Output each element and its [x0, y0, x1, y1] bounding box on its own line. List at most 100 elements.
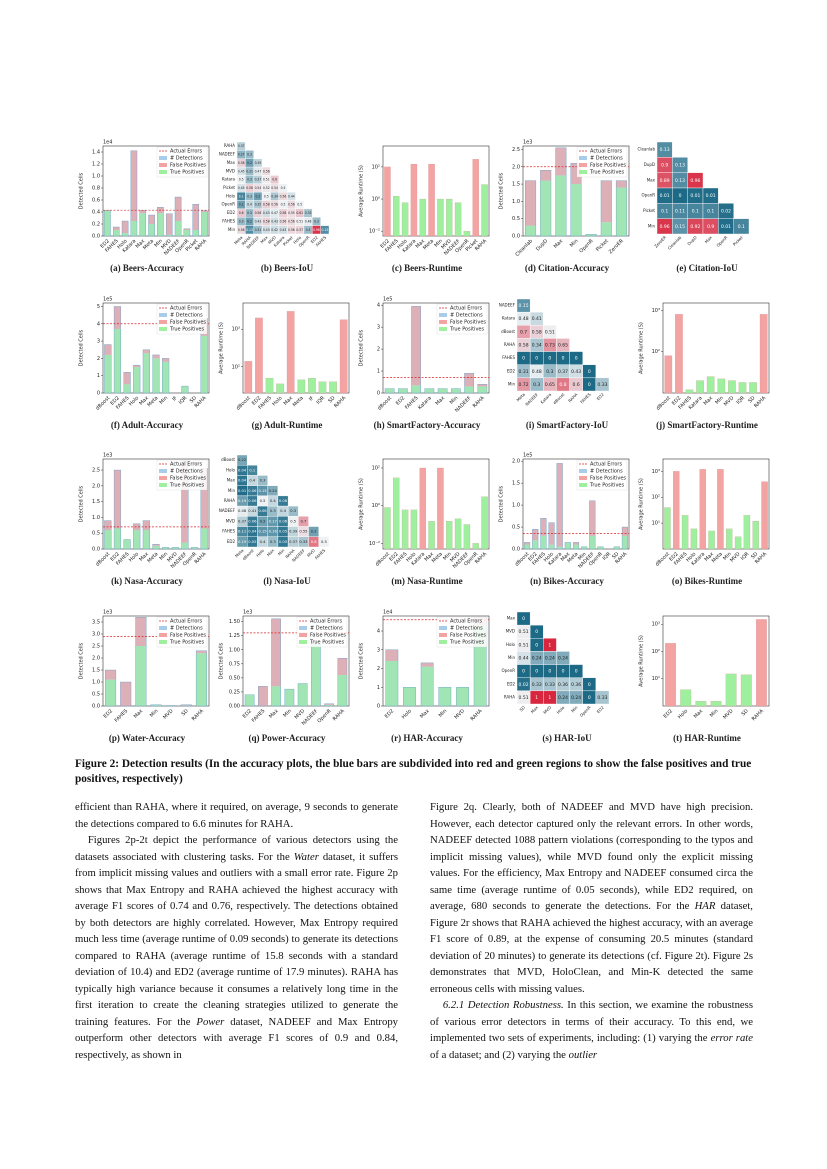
cell-label: 0.56	[271, 203, 278, 207]
cell-label: 1	[535, 695, 538, 701]
x-tick-label: Min	[569, 238, 580, 249]
bar-true-positives	[451, 388, 461, 393]
x-tick-label: IQR	[740, 551, 751, 562]
bar-true-positives	[438, 687, 452, 706]
x-tick-label: FAHES	[251, 708, 267, 724]
legend-key	[159, 469, 167, 473]
panel-caption: (o) Bikes-Runtime	[672, 576, 742, 586]
bar-detections	[297, 683, 308, 707]
x-tick-label: Max	[415, 238, 427, 250]
bar-detections	[284, 688, 295, 707]
cell-label: 0.5	[264, 194, 269, 198]
bar-true-positives	[403, 687, 416, 706]
bar-true-positives	[581, 546, 588, 549]
bar	[685, 389, 694, 394]
y-tick-label: 10³	[652, 622, 660, 628]
y-tick-label: Min	[508, 655, 516, 660]
bar-detections	[195, 650, 207, 707]
bar-false-positives	[573, 542, 579, 545]
cell-label: 0.9	[661, 163, 668, 169]
bar	[384, 507, 391, 550]
legend-key	[299, 633, 307, 637]
cell-label: 0.06	[248, 499, 257, 503]
legend-key	[159, 156, 167, 160]
legend-label: # Detections	[170, 156, 203, 162]
text-run: outlier	[568, 1048, 598, 1061]
plot-frame	[242, 615, 350, 707]
legend-key	[159, 483, 167, 487]
legend-label: Actual Errors	[310, 619, 342, 625]
cell-label: 0.04	[238, 479, 247, 483]
panel-caption: (p) Water-Accuracy	[109, 733, 186, 743]
y-tick-label: ED2	[227, 210, 236, 215]
cell-label: 0.3	[247, 211, 252, 215]
cell-label: 0.34	[532, 343, 542, 349]
x-tick-label: Max	[560, 551, 572, 563]
bar-detections	[437, 388, 448, 394]
bar-true-positives	[114, 528, 121, 549]
text-run: dataset, Figure 2r shows that RAHA achie…	[430, 900, 753, 995]
legend-label: # Detections	[170, 626, 203, 632]
x-tick-label: Min	[577, 551, 588, 562]
heatmap-cell	[595, 690, 610, 705]
cell-label: 0.4	[270, 499, 277, 503]
bar-false-positives	[183, 228, 191, 230]
cell-label: 0.24	[558, 695, 568, 701]
bar	[393, 477, 400, 550]
y-axis-label: Detected Cells	[499, 172, 505, 209]
x-tick-label: IF	[308, 395, 315, 402]
bar-true-positives	[174, 221, 182, 236]
cell-label: 0.24	[532, 656, 542, 662]
axis-scale: 1e5	[103, 297, 112, 303]
legend-key	[159, 633, 167, 637]
bar-false-positives	[385, 649, 399, 661]
x-tick-label: Meta	[234, 547, 245, 558]
y-tick-label: 0.2	[92, 222, 100, 228]
y-tick-label: 1.0	[92, 680, 100, 686]
figure-caption: Figure 2: Detection results (In the accu…	[75, 758, 752, 785]
bar-detections	[524, 542, 531, 550]
bar-detections	[600, 180, 612, 237]
x-tick-label: dBoost	[377, 395, 393, 411]
bar-false-positives	[616, 180, 627, 188]
bar-detections	[258, 686, 268, 707]
bar-true-positives	[456, 687, 469, 706]
y-tick-label: 10²	[232, 364, 240, 370]
x-tick-label: IF	[171, 395, 178, 402]
bar-detections	[556, 463, 563, 550]
y-axis-label: Detected Cells	[79, 329, 85, 366]
y-axis-label: Detected Cells	[79, 172, 85, 209]
x-tick-label: RAHA	[753, 395, 767, 409]
cell-label: 0.24	[571, 695, 581, 701]
x-tick-label: Max	[138, 395, 150, 407]
cell-label: 0.3	[239, 219, 244, 223]
x-tick-label: FAHES	[579, 392, 592, 405]
bar-true-positives	[200, 528, 208, 549]
legend-key	[439, 633, 447, 637]
cell-label: 0	[535, 629, 538, 635]
bar-detections	[192, 203, 200, 237]
bar-true-positives	[123, 384, 131, 393]
x-tick-label: RAHA	[191, 708, 205, 722]
y-tick-label: 4	[377, 303, 380, 309]
bar	[419, 467, 426, 550]
panel-caption: (d) Citation-Accuracy	[525, 263, 610, 273]
cell-label: 0.3	[247, 153, 252, 157]
legend-label: False Positives	[590, 476, 626, 482]
cell-label: 0.48	[532, 369, 542, 375]
plot-frame	[102, 145, 210, 237]
bar-true-positives	[398, 388, 408, 393]
bar-false-positives	[113, 227, 120, 230]
legend-key	[579, 163, 587, 167]
panel-caption: (r) HAR-Accuracy	[391, 733, 463, 743]
y-axis-label: Average Runtime (S)	[639, 322, 645, 374]
panel-caption: (l) Nasa-IoU	[263, 576, 311, 586]
x-tick-label: Max	[703, 395, 715, 407]
bar	[740, 674, 752, 707]
cell-label: 0.3	[546, 369, 553, 375]
x-tick-label: OpenR	[715, 235, 728, 248]
y-tick-label: FAHES	[502, 355, 515, 360]
bar-detections	[123, 372, 131, 394]
cell-label: 0.5	[297, 203, 302, 207]
bar-detections	[540, 170, 552, 237]
